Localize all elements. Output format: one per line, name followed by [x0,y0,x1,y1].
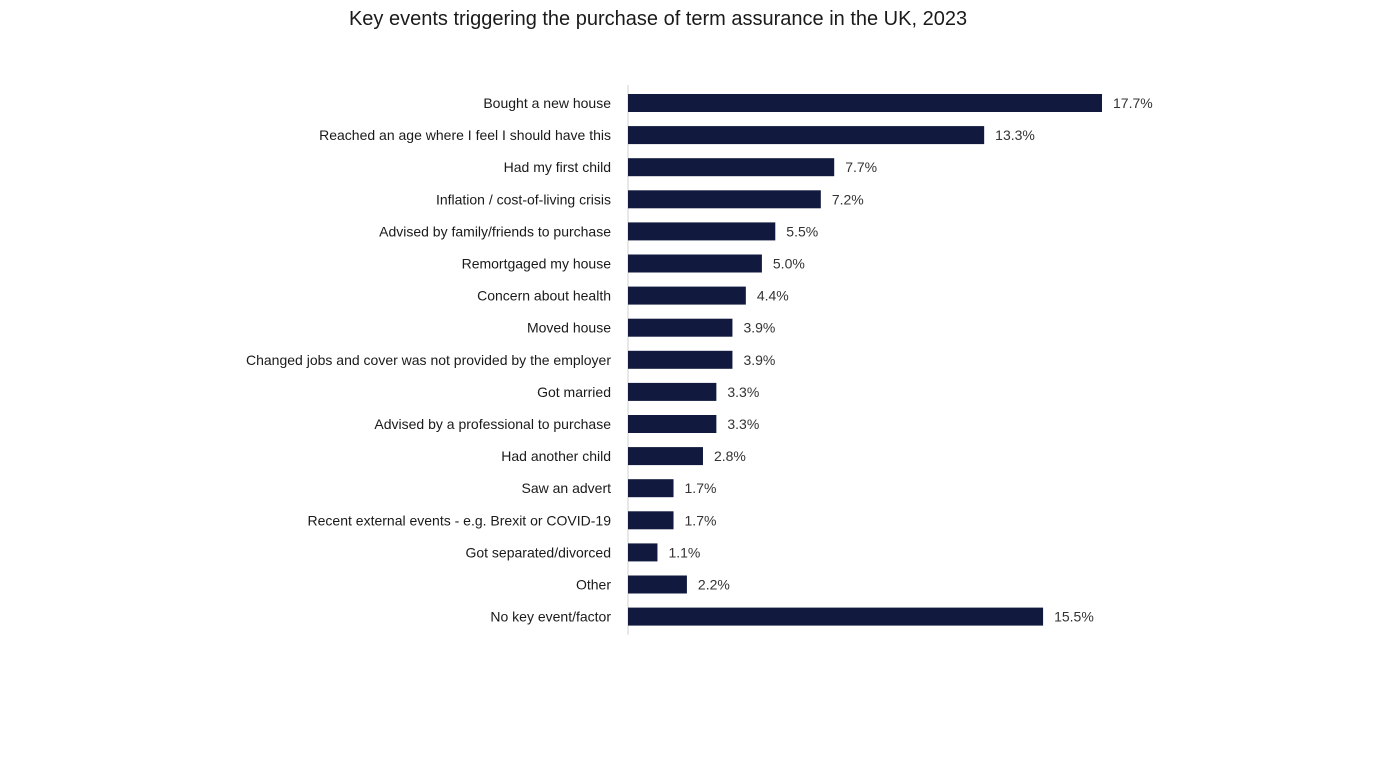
bar [628,382,717,401]
data-label: 4.4% [757,288,789,304]
category-label: Recent external events - e.g. Brexit or … [308,512,612,528]
category-label: No key event/factor [490,609,611,625]
category-label: Saw an advert [522,480,612,496]
bar [628,607,1044,626]
data-label: 1.1% [668,544,700,560]
category-label: Had my first child [504,159,611,175]
data-label: 3.9% [743,320,775,336]
data-label: 3.3% [727,384,759,400]
chart-title: Key events triggering the purchase of te… [348,8,968,30]
bar [628,543,658,562]
category-label: Advised by a professional to purchase [374,416,611,432]
data-label: 5.0% [773,256,805,272]
bar [628,415,717,433]
data-label: 2.8% [714,448,746,464]
category-label: Moved house [527,320,611,336]
bar [628,318,733,337]
data-label: 3.9% [743,352,775,368]
category-label: Got married [537,384,611,400]
bar [628,126,985,145]
bar [628,190,821,209]
bar [628,158,835,177]
data-label: 13.3% [995,127,1035,143]
category-label: Concern about health [477,288,611,304]
bar [628,350,733,369]
data-label: 7.7% [845,159,877,175]
bar [628,286,746,305]
bar [628,575,687,594]
data-label: 17.7% [1113,95,1153,111]
data-label: 1.7% [685,512,717,528]
data-label: 15.5% [1054,609,1094,625]
bar [628,94,1102,112]
category-label: Other [576,577,611,593]
data-label: 5.5% [786,223,818,239]
category-label: Remortgaged my house [462,256,612,272]
category-label: Had another child [501,448,611,464]
category-label: Reached an age where I feel I should hav… [319,127,611,143]
category-label: Changed jobs and cover was not provided … [246,352,611,368]
data-label: 7.2% [832,191,864,207]
data-label: 1.7% [685,480,717,496]
category-label: Advised by family/friends to purchase [379,223,611,239]
category-label: Bought a new house [483,95,611,111]
bar [628,479,674,498]
bar [628,254,762,273]
data-label: 3.3% [727,416,759,432]
category-label: Got separated/divorced [465,544,611,560]
bar [628,447,703,466]
data-label: 2.2% [698,577,730,593]
bar [628,511,674,530]
bar [628,222,776,241]
category-label: Inflation / cost-of-living crisis [436,191,611,207]
